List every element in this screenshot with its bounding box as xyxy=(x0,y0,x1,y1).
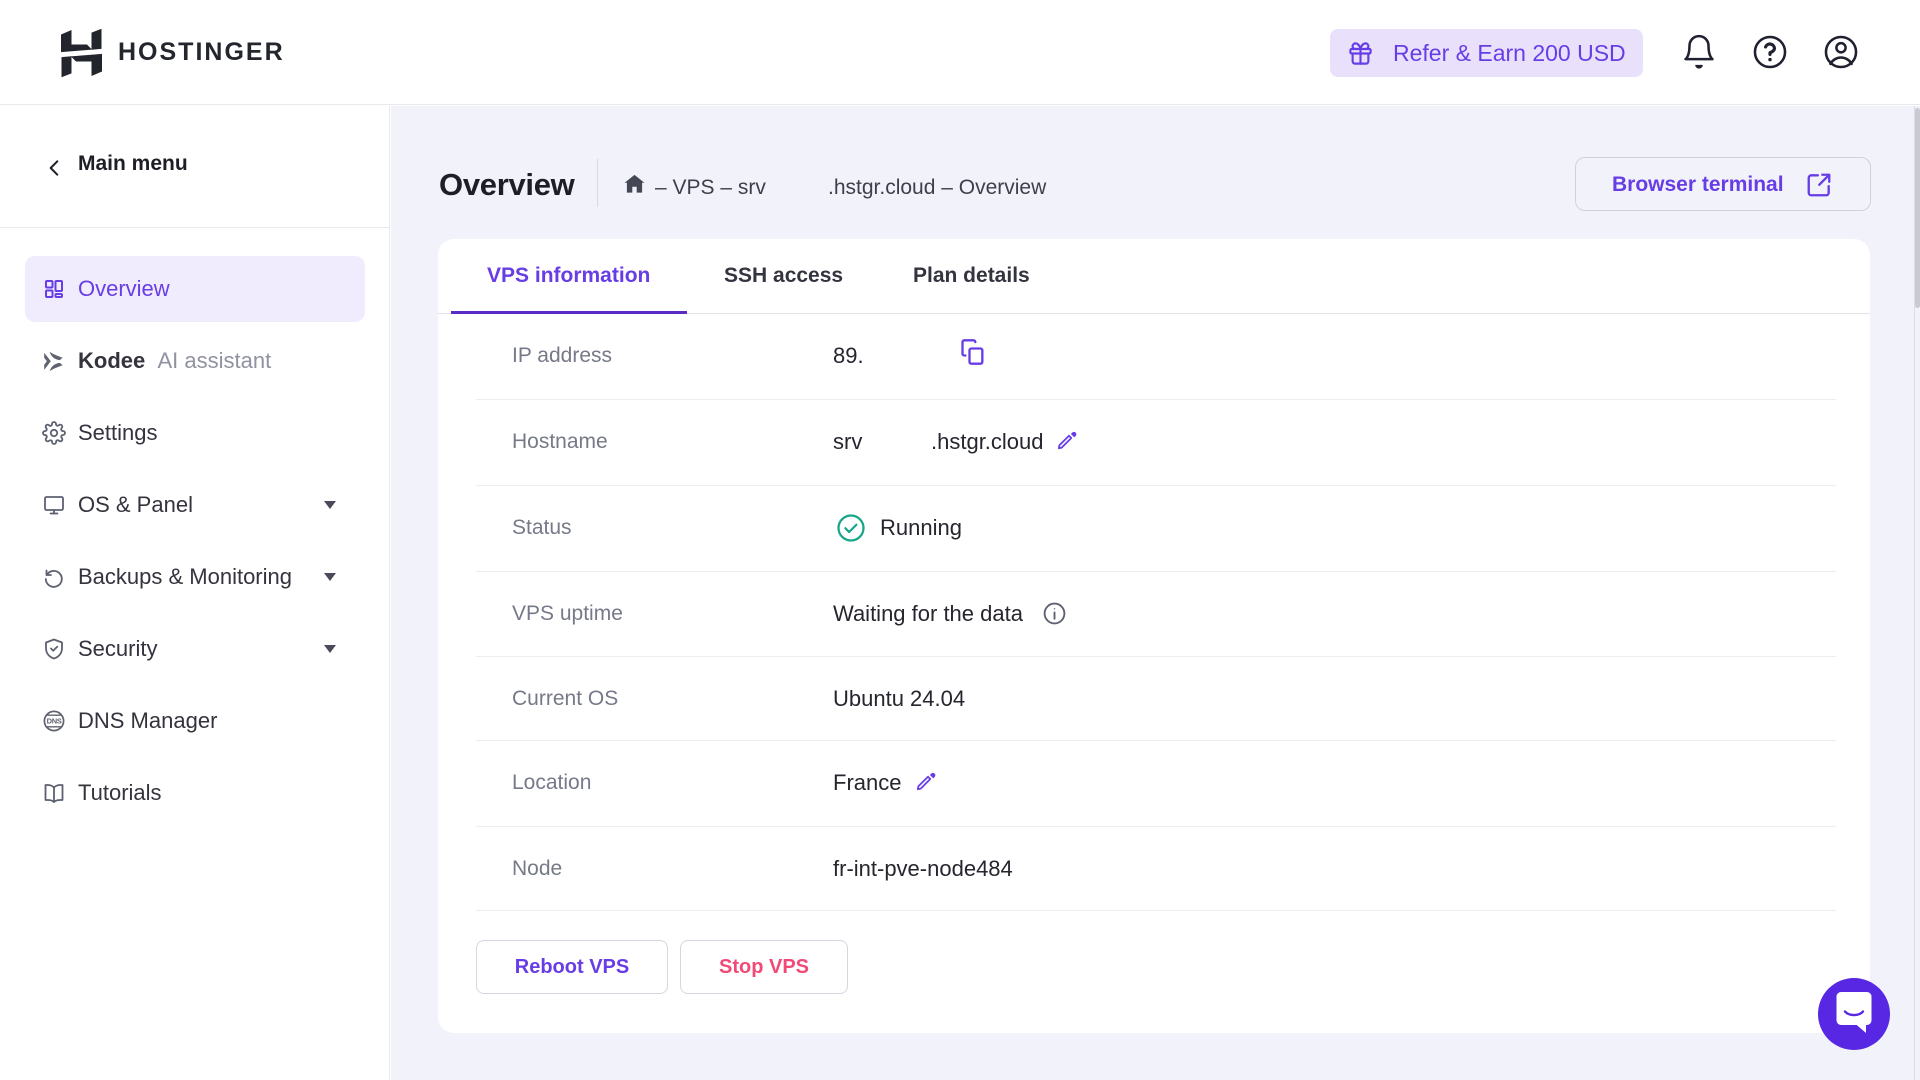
svg-text:DNS: DNS xyxy=(47,717,62,726)
